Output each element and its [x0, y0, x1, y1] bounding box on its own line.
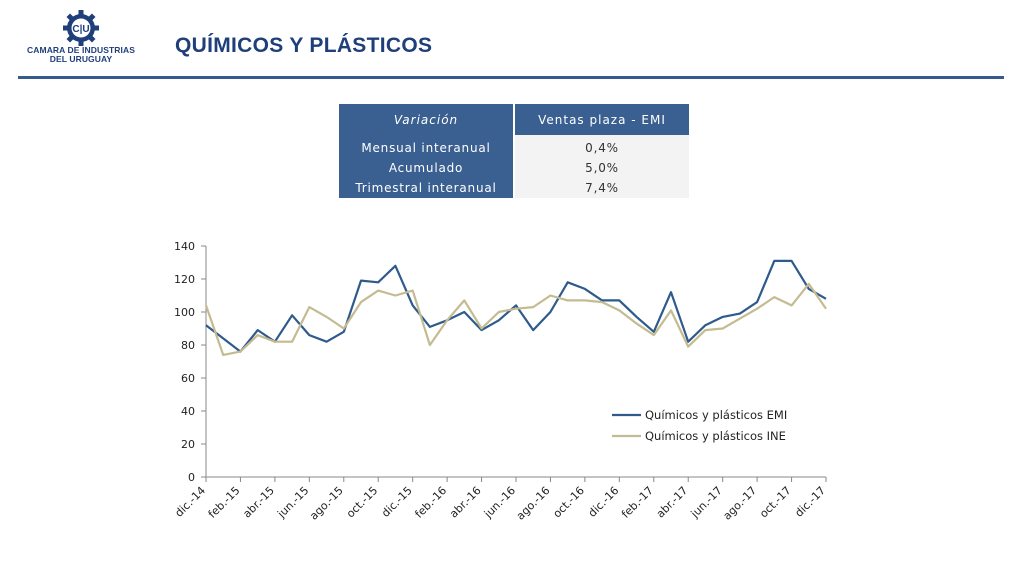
- y-tick-label: 140: [174, 240, 195, 253]
- x-tick-label: ago.-15: [307, 484, 346, 523]
- legend-label: Químicos y plásticos INE: [645, 429, 786, 443]
- x-tick-label: jun.-16: [481, 484, 518, 521]
- org-name-line2: DEL URUGUAY: [49, 54, 113, 64]
- y-tick-label: 120: [174, 273, 195, 286]
- company-logo: C|U CAMARA DE INDUSTRIAS DEL URUGUAY: [22, 10, 140, 68]
- x-tick-label: jun.-17: [688, 484, 725, 521]
- table-header-variation: Variación: [339, 104, 515, 135]
- table-header-sales: Ventas plaza - EMI: [514, 104, 689, 135]
- row-label: Acumulado: [339, 158, 515, 178]
- x-tick-label: oct.-15: [344, 484, 380, 520]
- y-tick-label: 100: [174, 306, 195, 319]
- x-tick-label: dic.-15: [379, 484, 415, 520]
- x-tick-label: feb.-16: [412, 484, 449, 521]
- table-header-row: Variación Ventas plaza - EMI: [339, 104, 689, 135]
- x-tick-label: abr.-16: [447, 484, 484, 521]
- table-row: Mensual interanual 0,4%: [339, 135, 689, 158]
- table-row: Trimestral interanual 7,4%: [339, 178, 689, 198]
- x-tick-label: ago.-17: [721, 484, 760, 523]
- x-tick-label: feb.-15: [206, 484, 243, 521]
- x-tick-label: abr.-15: [240, 484, 277, 521]
- header-divider: [18, 76, 1004, 79]
- table-row: Acumulado 5,0%: [339, 158, 689, 178]
- row-label: Mensual interanual: [339, 135, 515, 158]
- x-tick-label: ago.-16: [514, 484, 553, 523]
- y-tick-label: 40: [181, 405, 195, 418]
- y-tick-label: 60: [181, 372, 195, 385]
- row-value: 0,4%: [514, 135, 689, 158]
- gear-logo-icon: C|U: [63, 10, 99, 46]
- series-line-emi: [205, 259, 827, 353]
- x-tick-label: feb.-17: [619, 484, 656, 521]
- series-line-ine: [204, 282, 827, 356]
- x-tick-label: oct.-17: [757, 484, 793, 520]
- x-tick-label: jun.-15: [274, 484, 311, 521]
- variation-table: Variación Ventas plaza - EMI Mensual int…: [339, 104, 689, 198]
- legend-label: Químicos y plásticos EMI: [645, 408, 787, 422]
- y-tick-label: 0: [188, 471, 195, 484]
- x-tick-label: dic.-17: [792, 484, 828, 520]
- org-name-line1: CAMARA DE INDUSTRIAS: [27, 45, 135, 55]
- svg-text:C|U: C|U: [72, 24, 89, 35]
- y-tick-label: 20: [181, 438, 195, 451]
- x-tick-label: abr.-17: [654, 484, 691, 521]
- row-label: Trimestral interanual: [339, 178, 515, 198]
- x-tick-label: dic.-16: [586, 484, 622, 520]
- x-tick-label: dic.-14: [172, 484, 208, 520]
- page-title: QUÍMICOS Y PLÁSTICOS: [175, 34, 433, 57]
- x-tick-label: oct.-16: [551, 484, 587, 520]
- row-value: 7,4%: [514, 178, 689, 198]
- row-value: 5,0%: [514, 158, 689, 178]
- y-tick-label: 80: [181, 339, 195, 352]
